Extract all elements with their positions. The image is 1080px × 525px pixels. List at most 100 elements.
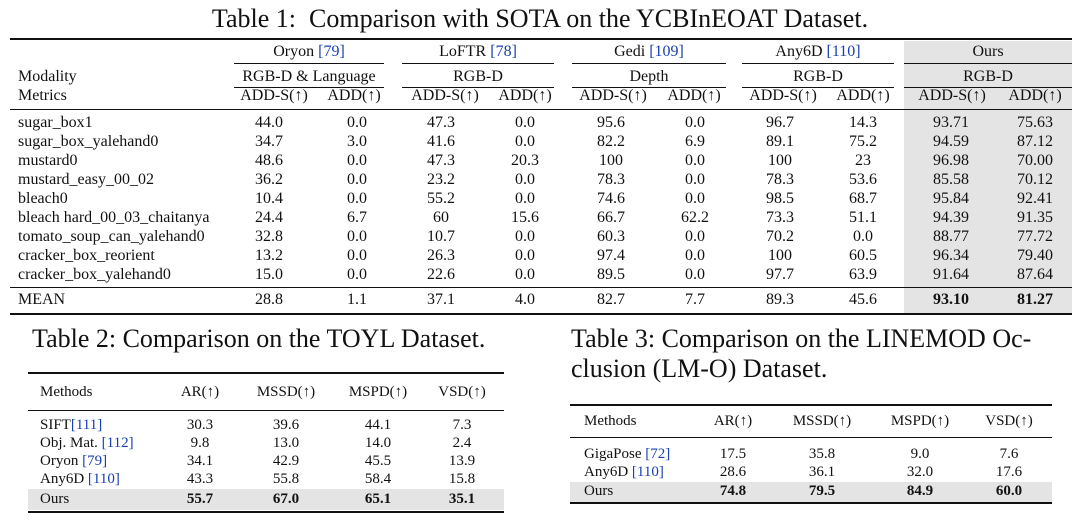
value-cell: 70.00 [1017, 152, 1053, 169]
method-name: Ours [584, 483, 614, 499]
value-cell: 15.8 [448, 471, 476, 487]
value-cell: 2.4 [452, 435, 472, 451]
modality-oryon: RGB-D & Language [242, 68, 376, 85]
mean-cell: 37.1 [427, 291, 455, 308]
value-cell: 0.0 [347, 247, 367, 264]
value-cell: 45.5 [364, 453, 392, 469]
table-row: Oryon [79] 34.1 42.9 45.5 13.9 [28, 452, 504, 471]
value-cell: 3.0 [347, 133, 367, 150]
value-cell: 63.9 [849, 266, 877, 283]
value-cell-best: 65.1 [364, 491, 392, 507]
value-cell: 60.3 [597, 228, 625, 245]
header-methods: Methods [40, 384, 93, 400]
table2-bottom-rule [28, 511, 504, 513]
table-row: cracker_box_yalehand0 15.0 0.0 22.6 0.0 … [10, 265, 1072, 284]
table-row: bleach0 10.4 0.0 55.2 0.0 74.6 0.0 98.5 … [10, 189, 1072, 208]
table3-top-rule [570, 404, 1052, 406]
mean-cell: 45.6 [849, 291, 877, 308]
method-header-oryon: Oryon [79] [273, 43, 345, 60]
value-cell: 92.41 [1017, 190, 1053, 207]
value-cell: 6.7 [347, 209, 367, 226]
value-cell-best: 67.0 [272, 491, 300, 507]
value-cell: 47.3 [427, 152, 455, 169]
value-cell: 23 [855, 152, 871, 169]
table-row: sugar_box1 44.0 0.0 47.3 0.0 95.6 0.0 96… [10, 113, 1072, 132]
value-cell: 78.3 [766, 171, 794, 188]
value-cell: 55.2 [427, 190, 455, 207]
value-cell: 13.9 [448, 453, 476, 469]
value-cell: 91.35 [1017, 209, 1053, 226]
modality-rule-loftr [402, 87, 554, 88]
table1-metrics-row: Metrics ADD-S(↑) ADD(↑) ADD-S(↑) ADD(↑) … [10, 86, 1072, 105]
value-cell: 35.8 [808, 446, 836, 462]
table-row: Obj. Mat. [112] 9.8 13.0 14.0 2.4 [28, 434, 504, 453]
table3-caption-line2: clusion (LM-O) Dataset. [571, 354, 828, 383]
modality-loftr: RGB-D [453, 68, 503, 85]
value-cell: 6.9 [685, 133, 705, 150]
row-label: cracker_box_reorient [18, 247, 155, 264]
value-cell: 70.12 [1017, 171, 1053, 188]
value-cell: 95.6 [597, 114, 625, 131]
value-cell: 77.72 [1017, 228, 1053, 245]
value-cell: 0.0 [515, 133, 535, 150]
table2-header-rule [28, 410, 504, 411]
value-cell: 42.9 [272, 453, 300, 469]
value-cell: 17.5 [719, 446, 747, 462]
table1-caption: Table 1: Comparison with SOTA on the YCB… [211, 4, 869, 33]
header-ar: AR(↑) [713, 413, 753, 429]
value-cell: 0.0 [685, 114, 705, 131]
value-cell-best: 35.1 [448, 491, 476, 507]
ours-row-shading [570, 482, 1052, 502]
table-row: tomato_soup_can_yalehand0 32.8 0.0 10.7 … [10, 227, 1072, 246]
value-cell: 43.3 [186, 471, 214, 487]
value-cell: 85.58 [933, 171, 969, 188]
value-cell: 94.59 [933, 133, 969, 150]
value-cell: 87.64 [1017, 266, 1053, 283]
value-cell: 39.6 [272, 417, 300, 433]
value-cell: 26.3 [427, 247, 455, 264]
value-cell: 78.3 [597, 171, 625, 188]
cmidrule-ours [904, 63, 1072, 64]
method-name: Obj. Mat. [112] [40, 435, 134, 451]
value-cell: 94.39 [933, 209, 969, 226]
metric-header: ADD-S(↑) [918, 87, 986, 104]
value-cell: 32.0 [906, 464, 934, 480]
value-cell: 9.0 [910, 446, 930, 462]
modality-rule-ours [904, 87, 1072, 88]
value-cell: 0.0 [515, 114, 535, 131]
value-cell: 36.2 [255, 171, 283, 188]
value-cell: 9.8 [190, 435, 210, 451]
table-row-ours: Ours 74.8 79.5 84.9 60.0 [570, 482, 1052, 501]
row-label: mustard0 [18, 152, 78, 169]
table1-mean-row: MEAN 28.8 1.1 37.1 4.0 82.7 7.7 89.3 45.… [10, 290, 1072, 309]
mean-cell: 1.1 [347, 291, 367, 308]
value-cell: 20.3 [511, 152, 539, 169]
value-cell: 100 [768, 152, 792, 169]
modality-label: Modality [18, 68, 77, 85]
table3: Methods AR(↑) MSSD(↑) MSPD(↑) VSD(↑) Gig… [570, 404, 1052, 504]
value-cell: 68.7 [849, 190, 877, 207]
row-label: mustard_easy_00_02 [18, 171, 154, 188]
method-name: Any6D [110] [584, 464, 664, 480]
value-cell: 66.7 [597, 209, 625, 226]
value-cell: 13.0 [272, 435, 300, 451]
value-cell: 0.0 [515, 228, 535, 245]
table3-caption-line1: Table 3: Comparison on the LINEMOD Oc- [571, 324, 1032, 353]
table1-header-rule [10, 109, 1072, 110]
row-label: bleach hard_00_03_chaitanya [18, 209, 210, 226]
value-cell: 0.0 [685, 171, 705, 188]
value-cell-best: 84.9 [906, 483, 934, 499]
value-cell: 97.4 [597, 247, 625, 264]
metric-header: ADD-S(↑) [579, 87, 647, 104]
value-cell: 14.0 [364, 435, 392, 451]
value-cell: 62.2 [681, 209, 709, 226]
cmidrule-gedi [572, 63, 726, 64]
mean-cell: 28.8 [255, 291, 283, 308]
header-methods: Methods [584, 413, 637, 429]
table2-top-rule [28, 372, 504, 374]
value-cell: 47.3 [427, 114, 455, 131]
value-cell: 0.0 [685, 266, 705, 283]
value-cell-best: 55.7 [186, 491, 214, 507]
row-label: sugar_box_yalehand0 [18, 133, 159, 150]
method-name: GigaPose [72] [584, 446, 671, 462]
